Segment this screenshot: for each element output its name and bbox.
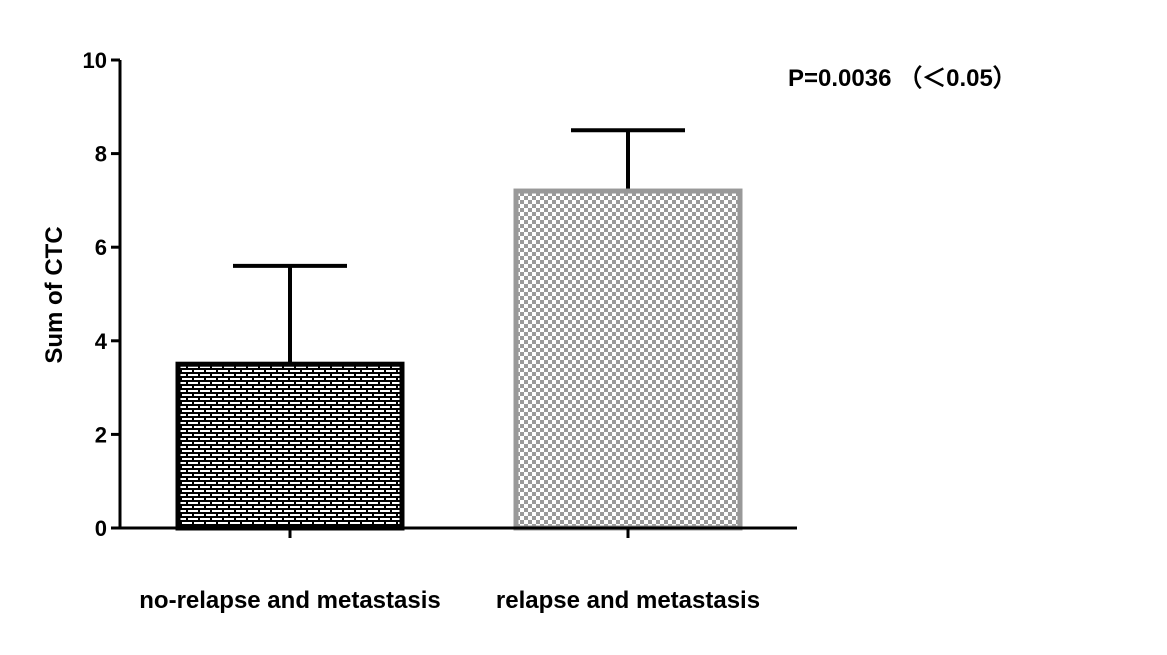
axes-layer: no-relapse and metastasis relapse and met… xyxy=(83,48,797,614)
bar xyxy=(175,361,405,531)
p-value-annotation: P=0.0036 （＜0.05） xyxy=(788,65,1017,92)
x-tick-label: no-relapse and metastasis xyxy=(139,587,440,614)
y-tick-label: 6 xyxy=(95,235,107,260)
x-tick-label: relapse and metastasis xyxy=(496,587,760,614)
y-tick-label: 2 xyxy=(95,422,107,447)
y-tick-label: 8 xyxy=(95,142,107,167)
y-tick-label: 10 xyxy=(83,48,107,73)
y-axis-label: Sum of CTC xyxy=(41,226,68,363)
y-tick-label: 0 xyxy=(95,516,107,541)
bars-layer xyxy=(175,128,743,531)
bar xyxy=(513,188,743,531)
y-tick-label: 4 xyxy=(95,329,108,354)
